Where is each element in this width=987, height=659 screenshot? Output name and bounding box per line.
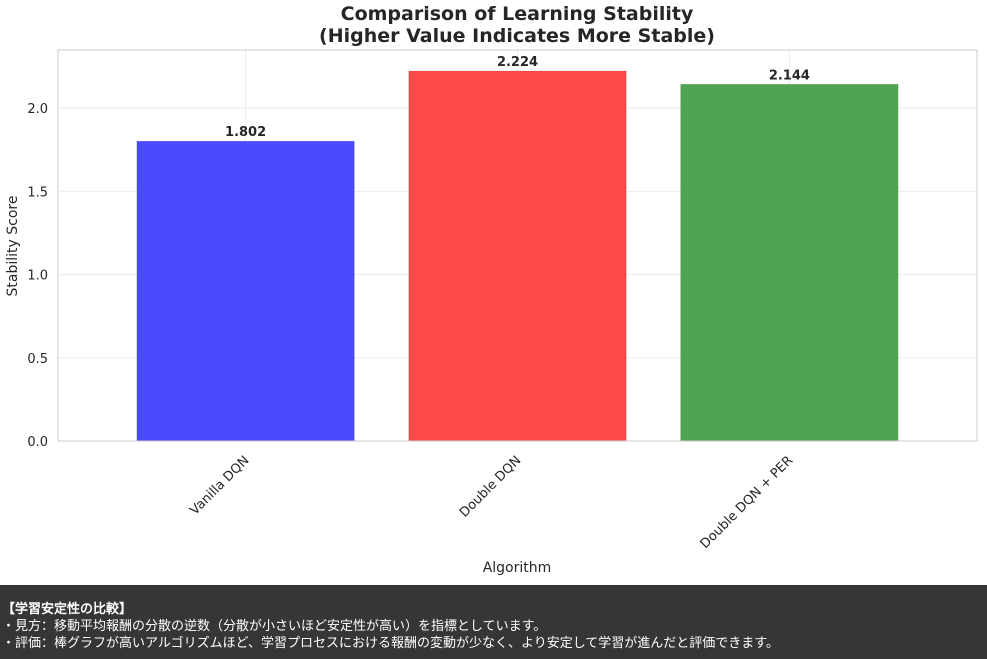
chart-title-line2: (Higher Value Indicates More Stable) (319, 25, 715, 47)
bar (136, 140, 355, 442)
y-tick-label: 0.0 (27, 435, 48, 450)
y-axis-label: Stability Score (5, 196, 21, 297)
y-tick-label: 1.0 (27, 269, 48, 284)
bar-value-label: 1.802 (225, 125, 266, 140)
bars (136, 70, 899, 442)
chart-title-line1: Comparison of Learning Stability (341, 3, 694, 25)
y-tick-label: 1.5 (27, 185, 48, 200)
footer-heading: 【学習安定性の比較】 (2, 602, 133, 617)
bar-value-label: 2.144 (769, 68, 810, 83)
x-tick-label: Double DQN (457, 453, 524, 520)
bar-value-label: 2.224 (497, 55, 538, 70)
bar (408, 70, 627, 442)
chart-area: Comparison of Learning Stability (Higher… (5, 3, 978, 576)
bar-chart: Comparison of Learning Stability (Higher… (5, 3, 978, 576)
bar (680, 83, 899, 442)
y-tick-label: 0.5 (27, 352, 48, 367)
x-axis-label: Algorithm (483, 560, 552, 576)
x-tick-label: Vanilla DQN (187, 453, 252, 518)
footer-line-2: ・評価：棒グラフが高いアルゴリズムほど、学習プロセスにおける報酬の変動が少なく、… (2, 636, 780, 651)
y-tick-label: 2.0 (27, 102, 48, 117)
x-tick-label: Double DQN + PER (698, 453, 797, 552)
plot-frame (57, 49, 978, 442)
footer-line-1: ・見方：移動平均報酬の分散の逆数（分散が小さいほど安定性が高い）を指標としていま… (2, 619, 547, 634)
footer-note: 【学習安定性の比較】 ・見方：移動平均報酬の分散の逆数（分散が小さいほど安定性が… (0, 585, 987, 659)
